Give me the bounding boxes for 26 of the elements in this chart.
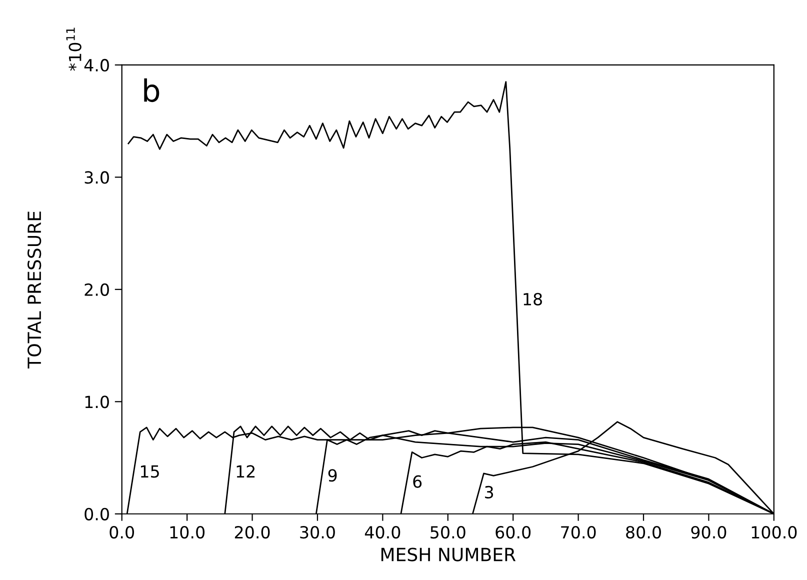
x-tick-label: 40.0: [364, 526, 400, 539]
x-tick-label: 20.0: [234, 526, 270, 539]
series-label: 18: [524, 292, 542, 306]
x-tick-label: 60.0: [496, 526, 531, 539]
annotation: b: [144, 78, 160, 102]
series-label: 9: [328, 469, 337, 482]
y-tick-label: 1.0: [85, 396, 109, 408]
x-tick-label: 30.0: [300, 526, 335, 539]
series-label: 12: [236, 465, 255, 478]
x-tick-label: 0.0: [110, 526, 134, 539]
series-label: 6: [413, 475, 422, 488]
text: *10$^{11}$: [66, 28, 82, 71]
x-tick-label: 70.0: [561, 526, 596, 539]
x-tick-label: 50.0: [430, 526, 466, 539]
x-tick-label: 10.0: [170, 526, 205, 539]
series-label: 15: [140, 465, 159, 478]
y-tick-label: 0.0: [84, 508, 109, 520]
x-tick-label: 80.0: [626, 526, 661, 539]
series-label: 3: [485, 486, 494, 499]
y-tick-label: 2.0: [84, 283, 109, 296]
y-tick-label: 4.0: [84, 58, 109, 72]
x-axis-title: MESH NUMBER: [381, 548, 516, 562]
x-tick-label: 90.0: [691, 526, 726, 539]
y-tick-label: 3.0: [84, 171, 109, 184]
x-tick-label: 100.0: [752, 526, 797, 539]
y-axis-title: TOTAL PRESSURE: [28, 212, 42, 368]
